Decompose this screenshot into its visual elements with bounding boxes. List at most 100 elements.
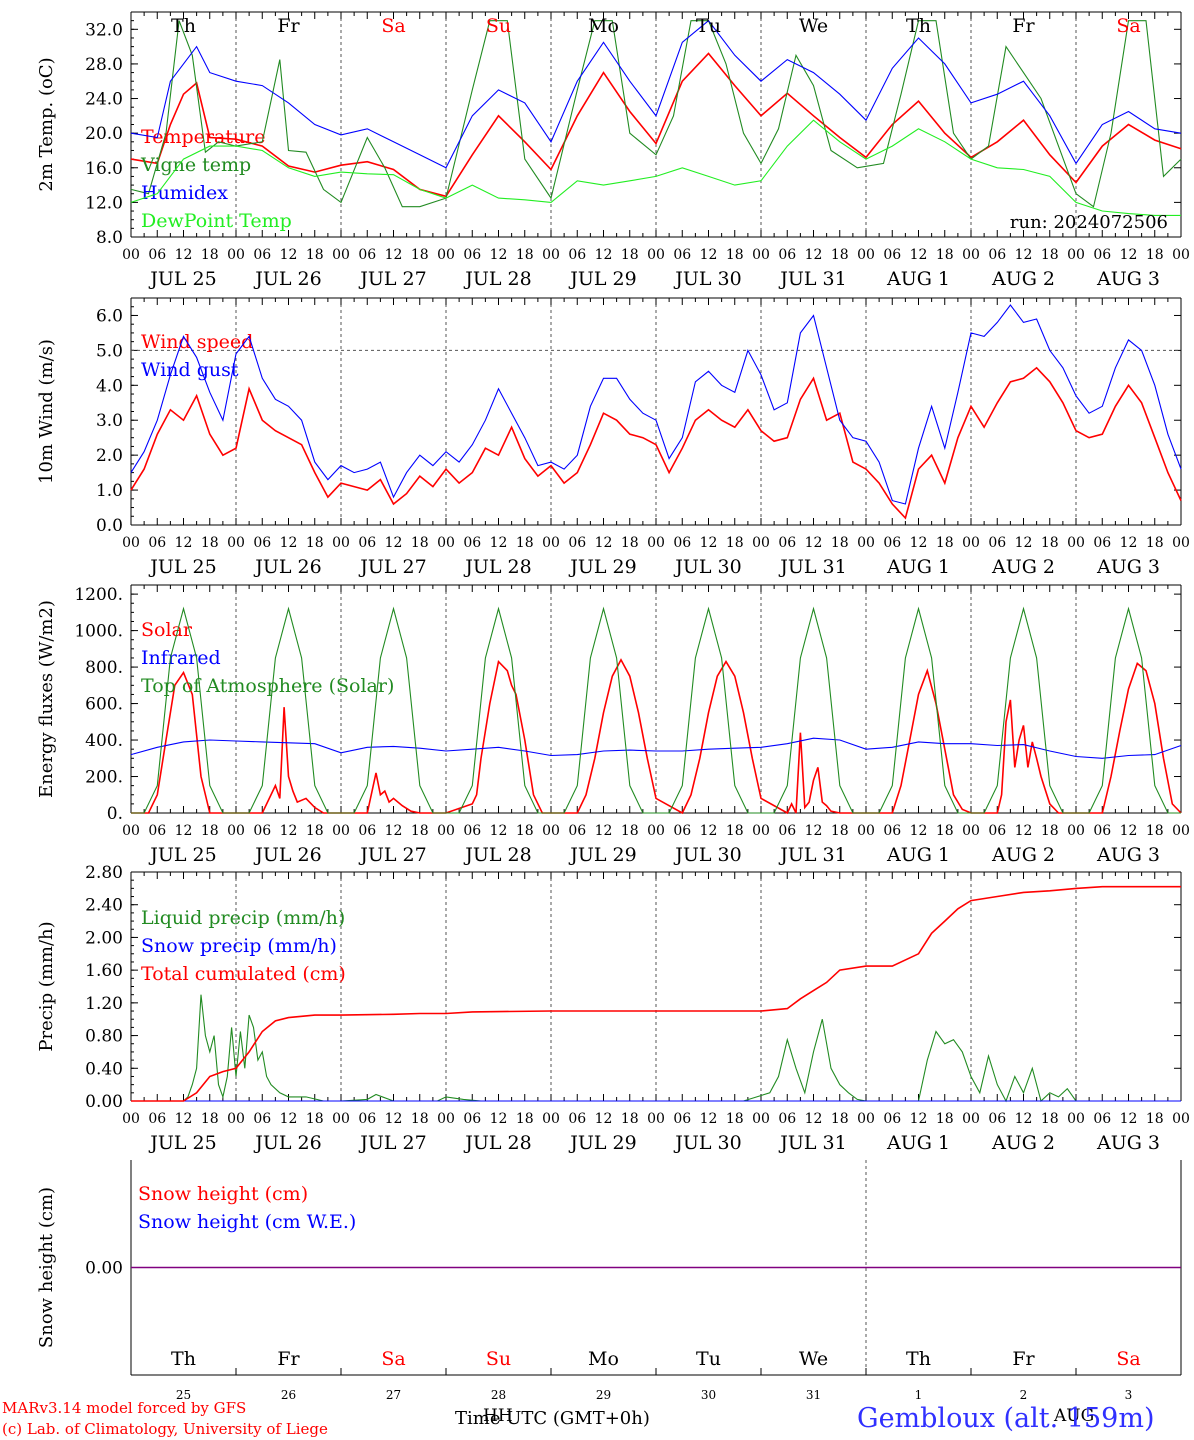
- hour-tick-label: 06: [463, 247, 481, 263]
- hour-tick-label: 12: [1120, 823, 1138, 839]
- hour-tick-label: 18: [306, 535, 324, 551]
- hour-tick-label: 18: [411, 823, 429, 839]
- date-label: AUG 2: [991, 1132, 1055, 1154]
- hour-tick-label: 18: [1146, 823, 1164, 839]
- hour-tick-label: 00: [332, 823, 350, 839]
- hour-tick-label: 00: [962, 1111, 980, 1127]
- y-tick-label: 8.0: [96, 228, 123, 248]
- hour-tick-label: 12: [910, 535, 928, 551]
- hour-tick-label: 18: [621, 823, 639, 839]
- legend-entry: Top of Atmosphere (Solar): [141, 675, 394, 697]
- hour-tick-label: 00: [647, 823, 665, 839]
- date-label: JUL 29: [568, 556, 636, 578]
- panel-flux: 0. 200. 400. 600. 800. 1000. 1200. Energy fluxe…: [36, 584, 1190, 866]
- day-number-label: 31: [806, 1388, 821, 1402]
- hour-tick-label: 06: [568, 247, 586, 263]
- hour-tick-label: 12: [910, 247, 928, 263]
- hour-tick-label: 06: [988, 247, 1006, 263]
- hour-tick-label: 00: [437, 247, 455, 263]
- hour-tick-label: 12: [280, 823, 298, 839]
- hour-tick-label: 00: [542, 247, 560, 263]
- hour-tick-label: 12: [385, 247, 403, 263]
- day-name-label: Sa: [381, 1348, 405, 1370]
- hour-tick-label: 06: [148, 823, 166, 839]
- date-label: JUL 31: [778, 1132, 846, 1154]
- station-title: Gembloux (alt. 159m): [857, 1403, 1154, 1434]
- y-tick-label: 24.0: [85, 90, 123, 110]
- y-tick-label: 0.80: [85, 1027, 123, 1047]
- hour-tick-label: 06: [988, 1111, 1006, 1127]
- hour-tick-label: 12: [805, 823, 823, 839]
- hour-tick-label: 12: [1120, 1111, 1138, 1127]
- hour-tick-label: 00: [227, 247, 245, 263]
- legend-entry: Humidex: [141, 182, 228, 204]
- y-tick-label: 16.0: [85, 159, 123, 179]
- y-axis-label: Energy fluxes (W/m2): [36, 600, 57, 798]
- y-tick-label: 600.: [85, 695, 123, 715]
- legend-entry: Vigne temp: [140, 154, 251, 176]
- hour-tick-label: 12: [1015, 823, 1033, 839]
- hour-tick-label: 12: [280, 1111, 298, 1127]
- day-name-label: Th: [906, 15, 931, 37]
- hour-tick-label: 00: [857, 823, 875, 839]
- hour-tick-label: 12: [700, 247, 718, 263]
- hour-tick-label: 06: [253, 247, 271, 263]
- date-label: JUL 25: [148, 268, 216, 290]
- panel-temp: 8.0 12.0 16.0 20.0 24.0 28.0 32.0 2m Temp. (oC)…: [36, 11, 1190, 290]
- date-label: JUL 26: [253, 268, 321, 290]
- hour-tick-label: 00: [857, 247, 875, 263]
- hour-tick-label: 18: [516, 823, 534, 839]
- series-humidex: [130, 19, 1182, 169]
- legend-entry: DewPoint Temp: [141, 210, 292, 232]
- hour-tick-label: 00: [647, 535, 665, 551]
- hour-tick-label: 06: [1093, 247, 1111, 263]
- day-number-label: 26: [281, 1388, 296, 1402]
- hour-tick-label: 18: [1146, 247, 1164, 263]
- hour-tick-label: 00: [1067, 535, 1085, 551]
- hour-tick-label: 12: [280, 247, 298, 263]
- series-total-cumulated-cm-: [131, 885, 1181, 1102]
- date-label: AUG 1: [886, 844, 950, 866]
- hour-tick-label: 06: [253, 535, 271, 551]
- hour-tick-label: 12: [175, 823, 193, 839]
- day-number-label: 29: [596, 1388, 611, 1402]
- hour-tick-label: 18: [1041, 535, 1059, 551]
- hour-tick-label: 18: [1146, 1111, 1164, 1127]
- hour-tick-label: 06: [883, 535, 901, 551]
- hour-tick-label: 00: [1067, 823, 1085, 839]
- y-tick-label: 6.0: [96, 306, 123, 326]
- series-wind-speed: [130, 366, 1182, 520]
- hour-tick-label: 18: [306, 247, 324, 263]
- hour-tick-label: 00: [962, 535, 980, 551]
- y-tick-label: 200.: [85, 768, 123, 788]
- day-name-label: Th: [171, 1348, 196, 1370]
- hour-tick-label: 00: [122, 535, 140, 551]
- day-name-label: Su: [486, 1348, 511, 1370]
- hour-tick-label: 18: [411, 1111, 429, 1127]
- x-axis-label: Time UTC (GMT+0h): [455, 1408, 650, 1429]
- hour-tick-label: 12: [490, 247, 508, 263]
- date-label: JUL 26: [253, 844, 321, 866]
- hour-tick-label: 06: [253, 823, 271, 839]
- hour-tick-label: 00: [542, 535, 560, 551]
- hour-tick-label: 12: [595, 247, 613, 263]
- hour-tick-label: 06: [1093, 1111, 1111, 1127]
- hour-tick-label: 12: [700, 823, 718, 839]
- y-tick-label: 3.0: [96, 411, 123, 431]
- date-label: AUG 1: [886, 1132, 950, 1154]
- hour-tick-label: 18: [306, 823, 324, 839]
- hour-tick-label: 00: [1067, 247, 1085, 263]
- series-top-of-atmosphere-solar-: [131, 606, 1181, 814]
- hour-tick-label: 00: [542, 1111, 560, 1127]
- lab-credit: (c) Lab. of Climatology, University of L…: [2, 1420, 328, 1438]
- hour-tick-label: 06: [358, 247, 376, 263]
- date-label: JUL 28: [463, 1132, 531, 1154]
- hour-tick-label: 06: [988, 535, 1006, 551]
- hour-tick-label: 12: [280, 535, 298, 551]
- hour-tick-label: 06: [463, 823, 481, 839]
- hour-tick-label: 00: [752, 823, 770, 839]
- hour-tick-label: 06: [988, 823, 1006, 839]
- y-tick-label: 12.0: [85, 193, 123, 213]
- hour-tick-label: 12: [490, 535, 508, 551]
- hour-tick-label: 12: [805, 1111, 823, 1127]
